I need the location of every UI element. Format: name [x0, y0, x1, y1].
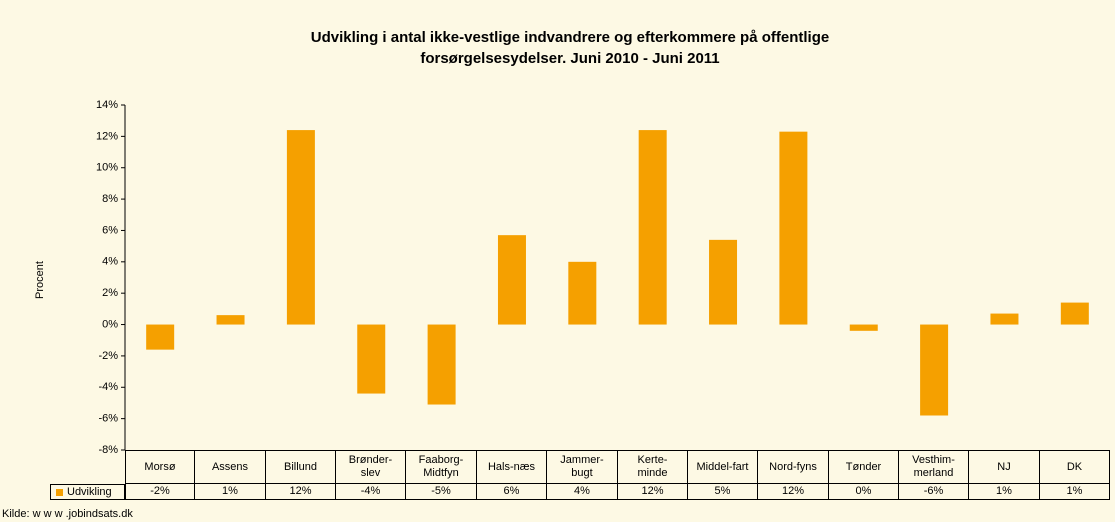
bar	[779, 131, 808, 325]
y-tick-label: -6%	[98, 413, 118, 425]
x-tick-label: Hals-næs	[477, 450, 547, 484]
bar	[357, 324, 386, 394]
x-tick-label: DK	[1040, 450, 1110, 484]
y-axis-label: Procent	[34, 261, 46, 299]
y-tick-label: 12%	[96, 130, 118, 142]
bar	[216, 315, 245, 325]
y-tick-label: -8%	[98, 444, 118, 456]
data-label: 1%	[969, 484, 1040, 500]
x-tick-label: Faaborg- Midtfyn	[406, 450, 477, 484]
data-label: -6%	[899, 484, 969, 500]
x-tick-label: Brønder- slev	[336, 450, 406, 484]
x-tick-label: Jammer- bugt	[547, 450, 618, 484]
bar	[638, 130, 667, 325]
y-tick-label: 4%	[102, 256, 118, 268]
data-label: 0%	[829, 484, 899, 500]
bar	[849, 324, 878, 331]
data-label: 6%	[477, 484, 547, 500]
x-tick-label: Nord-fyns	[758, 450, 829, 484]
source: Kilde: w w w .jobindsats.dk	[2, 508, 133, 520]
x-tick-label: Kerte- minde	[618, 450, 688, 484]
y-tick-label: 2%	[102, 287, 118, 299]
y-tick-label: -2%	[98, 350, 118, 362]
x-tick-label: Vesthim- merland	[899, 450, 969, 484]
y-tick-label: 10%	[96, 162, 118, 174]
data-label: 12%	[266, 484, 336, 500]
bar	[286, 130, 315, 325]
y-tick-label: 0%	[102, 318, 118, 330]
data-label: 12%	[758, 484, 829, 500]
bar	[427, 324, 456, 405]
bar	[146, 324, 175, 350]
data-label: 1%	[195, 484, 266, 500]
bar	[920, 324, 949, 416]
y-tick-label: 14%	[96, 99, 118, 111]
table-corner: Udvikling	[50, 484, 125, 500]
data-label: 1%	[1040, 484, 1110, 500]
data-label: 4%	[547, 484, 618, 500]
chart-title: Udvikling i antal ikke-vestlige indvandr…	[310, 29, 830, 67]
data-label: 12%	[618, 484, 688, 500]
legend-swatch	[56, 488, 63, 496]
data-label: -5%	[406, 484, 477, 500]
bar	[990, 313, 1019, 325]
y-tick-label: -4%	[98, 381, 118, 393]
data-label: 5%	[688, 484, 758, 500]
x-tick-label: Morsø	[125, 450, 195, 484]
legend-label: Udvikling	[67, 485, 112, 498]
x-tick-label: Assens	[195, 450, 266, 484]
data-label: -4%	[336, 484, 406, 500]
x-tick-label: Middel-fart	[688, 450, 758, 484]
bar	[568, 261, 597, 325]
x-tick-label: NJ	[969, 450, 1040, 484]
bar	[1060, 302, 1089, 325]
data-label: -2%	[125, 484, 195, 500]
y-tick-label: 6%	[102, 224, 118, 236]
x-tick-label: Tønder	[829, 450, 899, 484]
bar	[709, 239, 738, 325]
y-tick-label: 8%	[102, 193, 118, 205]
x-tick-label: Billund	[266, 450, 336, 484]
bar	[497, 235, 526, 325]
